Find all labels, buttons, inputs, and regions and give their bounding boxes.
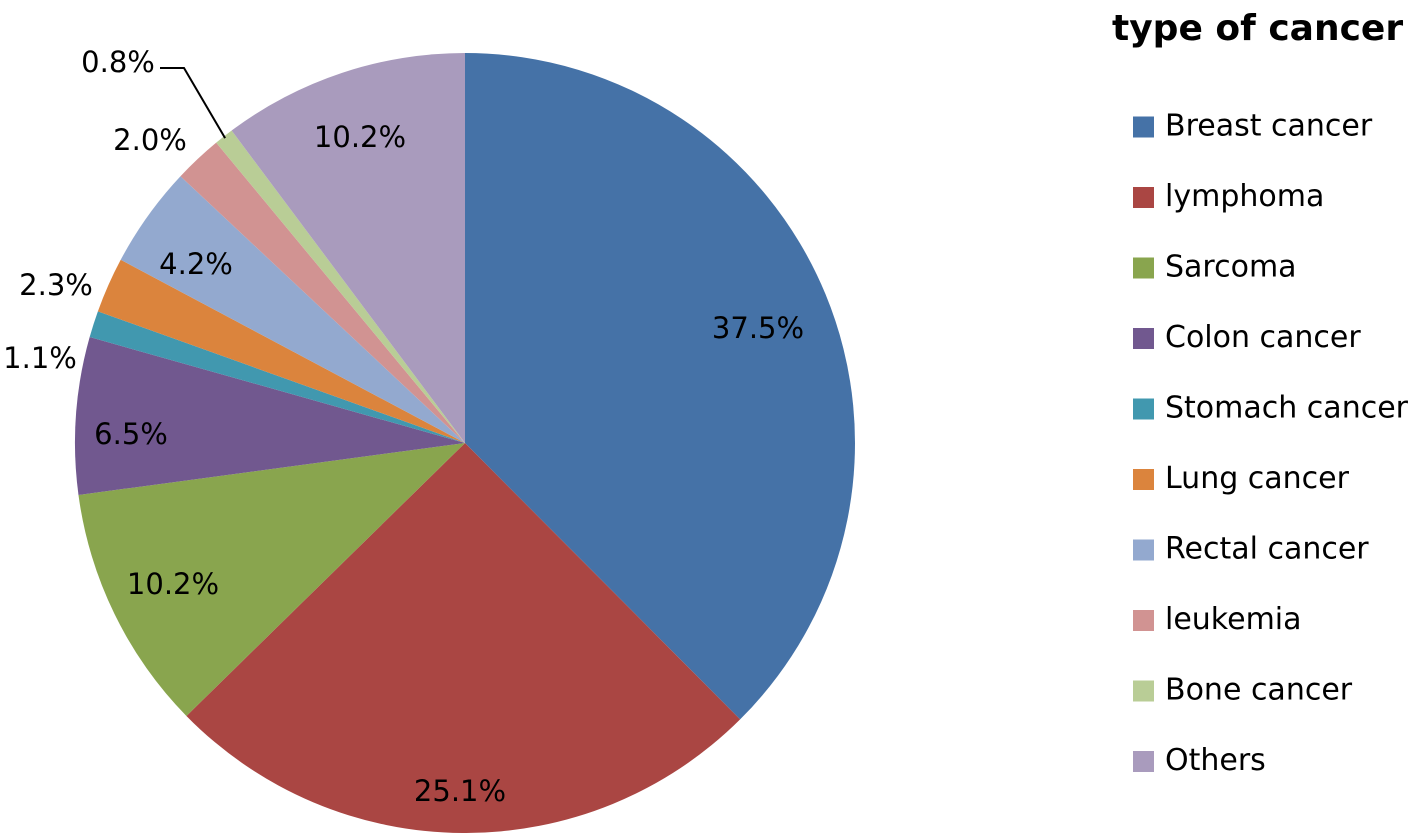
slice-label-lung-cancer: 2.3% (19, 268, 93, 302)
slice-label-sarcoma: 10.2% (127, 567, 219, 601)
slice-label-breast-cancer: 37.5% (712, 311, 804, 345)
legend-swatch-stomach-cancer (1133, 398, 1154, 420)
legend-label-rectal-cancer: Rectal cancer (1165, 532, 1369, 567)
legend: type of cancer Breast cancer lymphoma Sarc… (1112, 8, 1409, 778)
legend-swatch-colon-cancer (1133, 328, 1154, 349)
legend-swatch-others (1133, 751, 1154, 772)
legend-label-colon-cancer: Colon cancer (1165, 320, 1361, 355)
legend-label-lung-cancer: Lung cancer (1165, 461, 1350, 496)
pie-slices (75, 53, 855, 833)
pie-slice-others (231, 53, 465, 443)
pie-slice-stomach-cancer (89, 311, 466, 443)
pie-slice-sarcoma (78, 443, 465, 716)
legend-swatch-bone-cancer (1133, 680, 1154, 702)
slice-label-leukemia: 2.0% (113, 123, 187, 157)
leader-lines (160, 67, 226, 139)
pie-slice-colon-cancer (75, 337, 466, 495)
pie-slice-bone-cancer (216, 130, 465, 444)
slice-label-colon-cancer: 6.5% (94, 417, 168, 451)
pie-slice-lymphoma (186, 443, 741, 833)
pie-slice-lung-cancer (97, 259, 465, 443)
legend-label-bone-cancer: Bone cancer (1165, 673, 1353, 708)
legend-label-breast-cancer: Breast cancer (1165, 109, 1373, 144)
legend-swatch-leukemia (1133, 610, 1154, 631)
legend-swatch-lymphoma (1133, 187, 1154, 208)
legend-swatch-sarcoma (1133, 257, 1154, 279)
legend-label-stomach-cancer: Stomach cancer (1165, 391, 1409, 426)
legend-label-leukemia: leukemia (1165, 602, 1302, 637)
legend-swatch-breast-cancer (1133, 116, 1154, 138)
slice-label-bone-cancer: 0.8% (81, 45, 155, 79)
legend-label-lymphoma: lymphoma (1165, 179, 1324, 214)
legend-swatch-lung-cancer (1133, 469, 1154, 490)
slice-labels: 37.5% 25.1% 10.2% 6.5% 1.1% 2.3% 4.2% 2.0% 0.8% 1… (3, 45, 804, 808)
legend-label-others: Others (1165, 743, 1266, 778)
pie-slice-breast-cancer (465, 53, 855, 720)
slice-label-rectal-cancer: 4.2% (159, 247, 233, 281)
legend-swatch-rectal-cancer (1133, 539, 1154, 561)
legend-title: type of cancer (1112, 8, 1403, 49)
leader-line-bone-cancer (160, 67, 226, 139)
pie-slice-rectal-cancer (120, 176, 466, 443)
pie-slice-leukemia (180, 142, 466, 444)
slice-label-stomach-cancer: 1.1% (3, 341, 77, 375)
slice-label-lymphoma: 25.1% (414, 774, 506, 808)
legend-label-sarcoma: Sarcoma (1165, 250, 1297, 285)
slice-label-others: 10.2% (314, 120, 406, 154)
